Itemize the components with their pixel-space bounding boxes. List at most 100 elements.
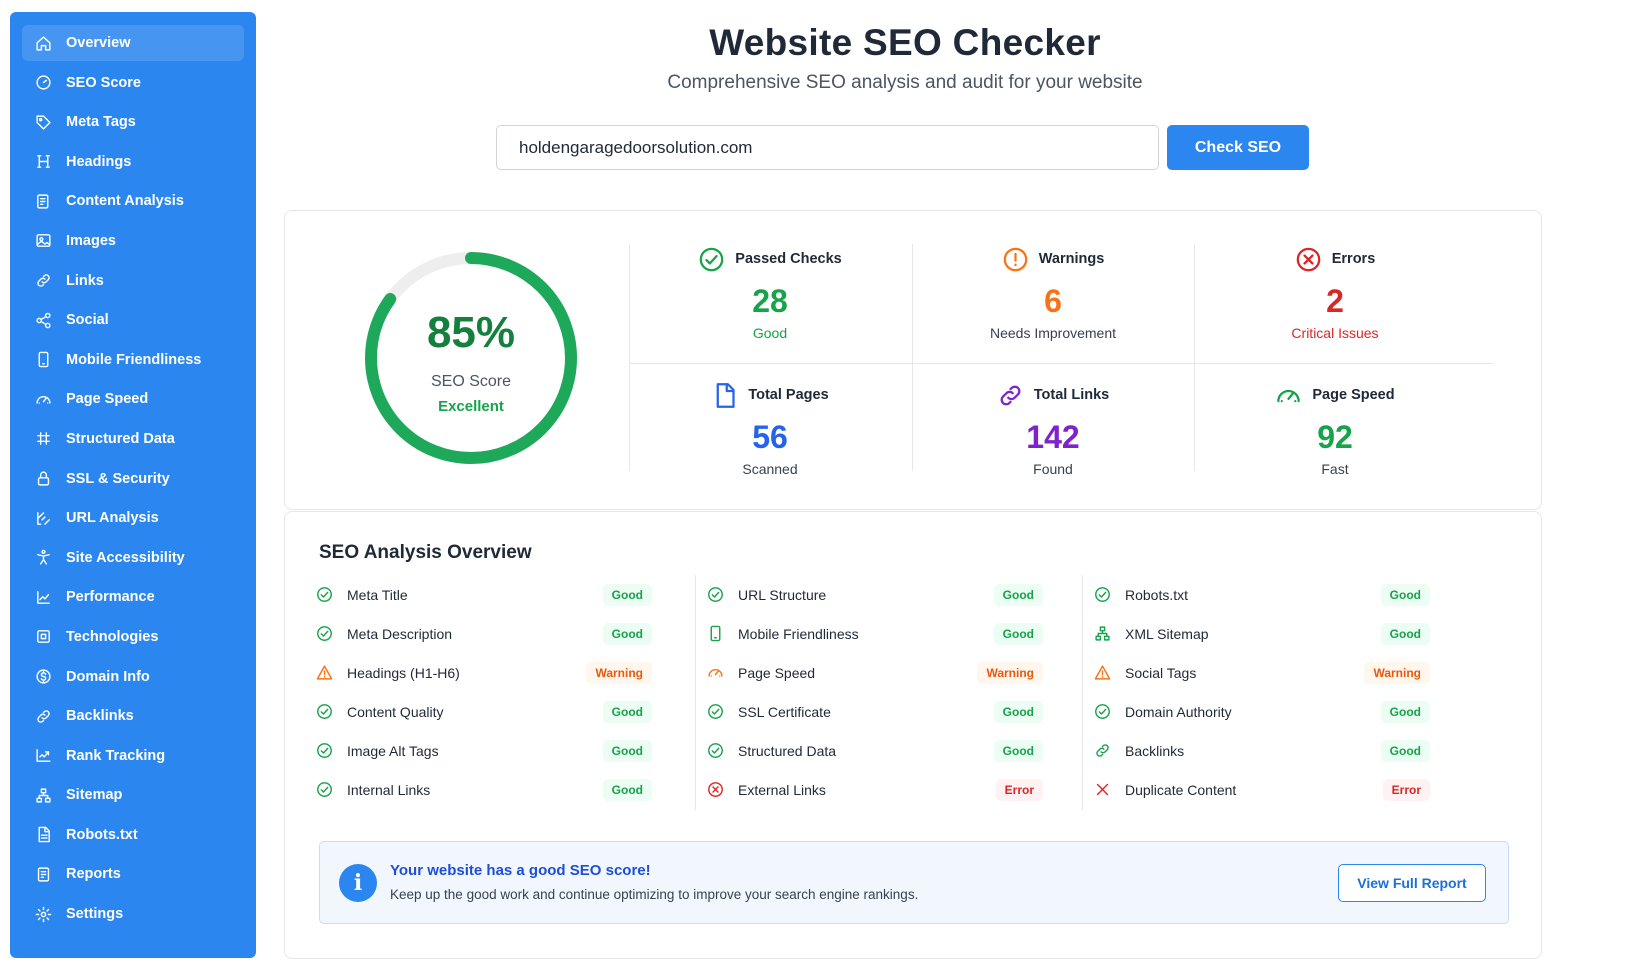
lock-icon	[34, 470, 52, 488]
speedometer-icon	[35, 395, 51, 404]
document-edit-icon	[34, 192, 52, 210]
status-badge: Warning	[977, 661, 1043, 684]
stat-header: Page Speed	[1194, 379, 1476, 411]
sidebar-item-url-analysis[interactable]: URL Analysis	[22, 500, 244, 536]
dollar-circle-icon	[34, 668, 52, 686]
sidebar-item-meta-tags[interactable]: Meta Tags	[22, 104, 244, 140]
url-icon	[36, 511, 50, 525]
mobile-icon	[710, 625, 720, 642]
stat-title: Total Pages	[748, 387, 829, 403]
sidebar-item-label: Content Analysis	[66, 193, 184, 210]
sidebar-item-reports[interactable]: Reports	[22, 856, 244, 892]
lock-icon	[37, 471, 49, 486]
exclamation-circle-icon	[1003, 247, 1028, 271]
check-circle-icon	[316, 782, 332, 797]
sidebar-nav: Overview SEO Score Meta Tags Headings Conten…	[22, 25, 244, 932]
stat-header: Passed Checks	[629, 243, 911, 275]
seo-score-value: 85%	[426, 308, 516, 357]
link-icon	[34, 272, 52, 290]
sidebar-item-technologies[interactable]: Technologies	[22, 619, 244, 655]
analysis-label: Page Speed	[738, 664, 816, 681]
sidebar-item-label: Sitemap	[66, 787, 123, 804]
analysis-label: External Links	[738, 781, 826, 798]
status-badge: Good	[993, 622, 1043, 645]
url-input[interactable]	[496, 125, 1159, 170]
stat-subtext: Scanned	[742, 461, 798, 477]
view-full-report-button[interactable]: View Full Report	[1338, 864, 1486, 902]
analysis-label: Robots.txt	[1125, 586, 1189, 603]
sidebar-item-ssl-and-security[interactable]: SSL & Security	[22, 461, 244, 497]
sidebar-item-page-speed[interactable]: Page Speed	[22, 381, 244, 417]
divider	[912, 244, 913, 471]
file-text-icon	[38, 827, 50, 843]
heading-icon	[36, 155, 50, 169]
sidebar-item-sitemap[interactable]: Sitemap	[22, 777, 244, 813]
sidebar-item-label: Rank Tracking	[66, 747, 166, 764]
sidebar-item-label: Headings	[66, 153, 132, 170]
analysis-label: Domain Authority	[1125, 703, 1232, 720]
sidebar-item-social[interactable]: Social	[22, 302, 244, 338]
sidebar-item-links[interactable]: Links	[22, 263, 244, 299]
sidebar-item-images[interactable]: Images	[22, 223, 244, 259]
speedometer-icon	[706, 664, 724, 682]
heading-icon	[34, 153, 52, 171]
seo-score-ring: 85% SEO Score Excellent	[359, 246, 583, 470]
accessibility-icon	[34, 549, 52, 567]
hierarchy-icon	[1093, 625, 1111, 643]
check-circle-icon	[316, 626, 332, 641]
sidebar-item-robots-txt[interactable]: Robots.txt	[22, 817, 244, 853]
sidebar-item-overview[interactable]: Overview	[22, 25, 244, 61]
chart-up-icon	[34, 588, 52, 606]
sidebar-item-backlinks[interactable]: Backlinks	[22, 698, 244, 734]
sidebar-item-rank-tracking[interactable]: Rank Tracking	[22, 738, 244, 774]
stat-subtext: Found	[1033, 461, 1073, 477]
analysis-row-url-structure: URL Structure Good	[698, 575, 1043, 614]
score-ring-progress	[365, 252, 577, 464]
sidebar-item-domain-info[interactable]: Domain Info	[22, 659, 244, 695]
sidebar-item-content-analysis[interactable]: Content Analysis	[22, 183, 244, 219]
sidebar-item-seo-score[interactable]: SEO Score	[22, 65, 244, 101]
stat-page-speed: Page Speed 92 Fast	[1194, 379, 1476, 477]
check-circle-icon	[707, 704, 723, 719]
share-icon	[34, 311, 52, 329]
stat-title: Passed Checks	[735, 251, 842, 267]
x-icon	[1093, 781, 1111, 799]
sidebar-item-structured-data[interactable]: Structured Data	[22, 421, 244, 457]
gauge-icon	[34, 74, 52, 92]
warning-triangle-icon	[1094, 665, 1110, 680]
check-circle-icon	[316, 704, 332, 719]
check-circle-icon	[316, 743, 332, 758]
info-banner: i Your website has a good SEO score! Kee…	[319, 841, 1509, 924]
stat-subtext: Needs Improvement	[989, 325, 1117, 341]
stat-value: 6	[1044, 283, 1062, 319]
divider	[629, 244, 630, 471]
sidebar-item-settings[interactable]: Settings	[22, 896, 244, 932]
sidebar-item-label: Settings	[66, 906, 124, 923]
stat-subtext: Fast	[1321, 461, 1349, 477]
stat-header: Total Links	[912, 379, 1194, 411]
sidebar-item-label: SEO Score	[66, 74, 141, 91]
stat-passed-checks: Passed Checks 28 Good	[629, 243, 911, 341]
analysis-label: Mobile Friendliness	[738, 625, 859, 642]
sidebar-item-mobile-friendliness[interactable]: Mobile Friendliness	[22, 342, 244, 378]
check-circle-icon	[1093, 703, 1111, 721]
sidebar-item-label: SSL & Security	[66, 470, 170, 487]
sidebar-item-headings[interactable]: Headings	[22, 144, 244, 180]
status-badge: Good	[1380, 700, 1430, 723]
trend-icon	[35, 749, 51, 763]
speedometer-icon	[34, 390, 52, 408]
sidebar-item-site-accessibility[interactable]: Site Accessibility	[22, 540, 244, 576]
stat-value: 28	[752, 283, 788, 319]
check-circle-icon	[707, 743, 723, 758]
page-title: Website SEO Checker	[709, 22, 1101, 63]
sidebar-item-performance[interactable]: Performance	[22, 579, 244, 615]
analysis-row-xml-sitemap: XML Sitemap Good	[1085, 614, 1430, 653]
status-badge: Good	[602, 583, 652, 606]
sidebar-item-label: Mobile Friendliness	[66, 351, 202, 368]
check-seo-button[interactable]: Check SEO	[1167, 125, 1309, 170]
analysis-row-ssl-certificate: SSL Certificate Good	[698, 692, 1043, 731]
hierarchy-icon	[35, 788, 51, 803]
status-badge: Warning	[1364, 661, 1430, 684]
report-icon	[37, 867, 49, 882]
check-circle-icon	[1094, 587, 1110, 602]
